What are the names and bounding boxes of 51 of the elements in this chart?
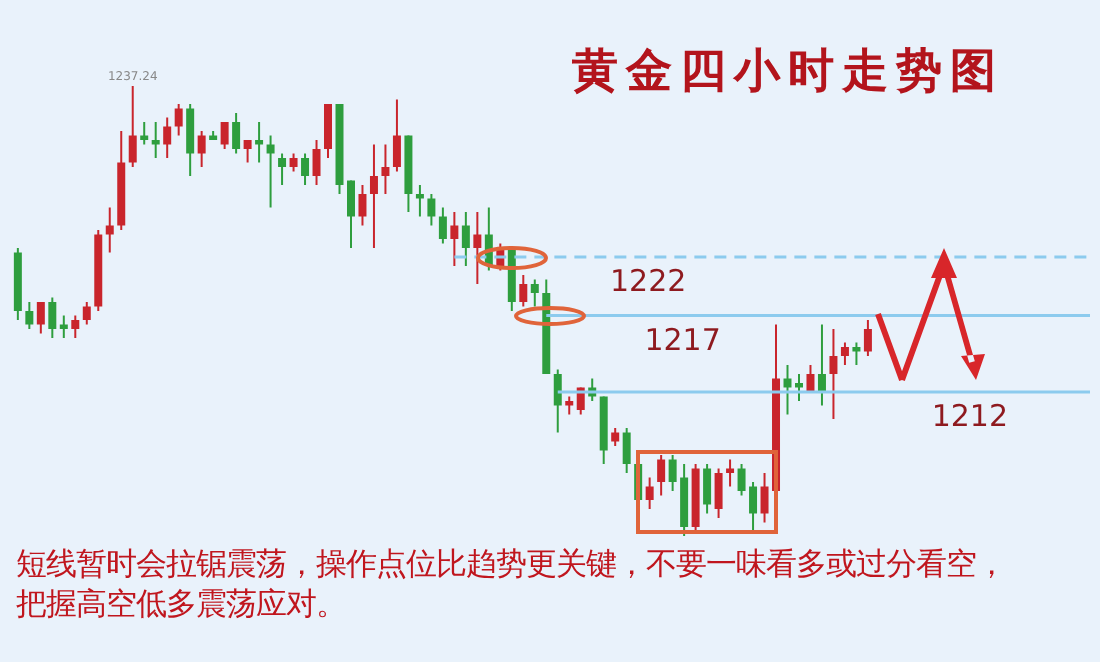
candlestick: [381, 143, 390, 195]
candlestick: [82, 301, 91, 326]
candlestick: [806, 364, 815, 393]
candlestick: [714, 467, 723, 519]
annotation: 1222: [609, 263, 687, 299]
candlestick: [197, 130, 206, 168]
candlestick: [645, 476, 654, 510]
candlestick: [151, 121, 160, 159]
text: 短线暂时会拉锯震荡，操作点位比趋势更关键，不要一味看多或过分看空，把握高空低多震荡应对。: [16, 544, 1008, 624]
candlestick: [438, 206, 447, 245]
chart-title: 黄金四小时走势图: [572, 42, 1004, 102]
candlestick: [369, 143, 378, 249]
candlestick: [473, 211, 482, 285]
candlestick: [36, 301, 45, 335]
annotation: 1217: [644, 321, 721, 358]
candlestick: [266, 134, 275, 209]
candlestick: [553, 368, 562, 434]
candlestick: [392, 98, 401, 173]
candlestick: [220, 121, 229, 150]
candlestick: [657, 454, 666, 497]
candlestick: [48, 296, 57, 339]
candlestick: [25, 301, 34, 330]
candlestick: [415, 184, 424, 218]
candlestick: [461, 211, 470, 267]
candlestick: [243, 139, 252, 164]
candlestick: [301, 152, 310, 186]
candlestick: [358, 184, 367, 227]
candlestick: [232, 112, 241, 155]
annotation: 1212: [931, 398, 1009, 434]
candlestick: [530, 278, 539, 308]
candlestick: [829, 328, 838, 420]
candlestick: [163, 116, 172, 159]
candlestick: [128, 85, 137, 168]
candlestick: [312, 139, 321, 186]
candlestick: [186, 103, 195, 177]
candlestick: [174, 103, 183, 137]
candlestick: [840, 341, 849, 366]
candlestick: [324, 103, 333, 159]
candlestick: [703, 463, 712, 515]
candlestick: [863, 319, 872, 357]
candlestick: [622, 427, 631, 474]
candlestick: [71, 314, 80, 339]
candlestick: [278, 152, 287, 186]
candlestick: [817, 323, 826, 407]
candlestick: [346, 179, 355, 249]
candlestick: [519, 274, 528, 308]
candlestick: [450, 211, 459, 267]
candlestick: [105, 206, 114, 254]
candlestick: [255, 121, 264, 164]
candlestick: [427, 193, 436, 227]
candlestick: [852, 341, 861, 366]
